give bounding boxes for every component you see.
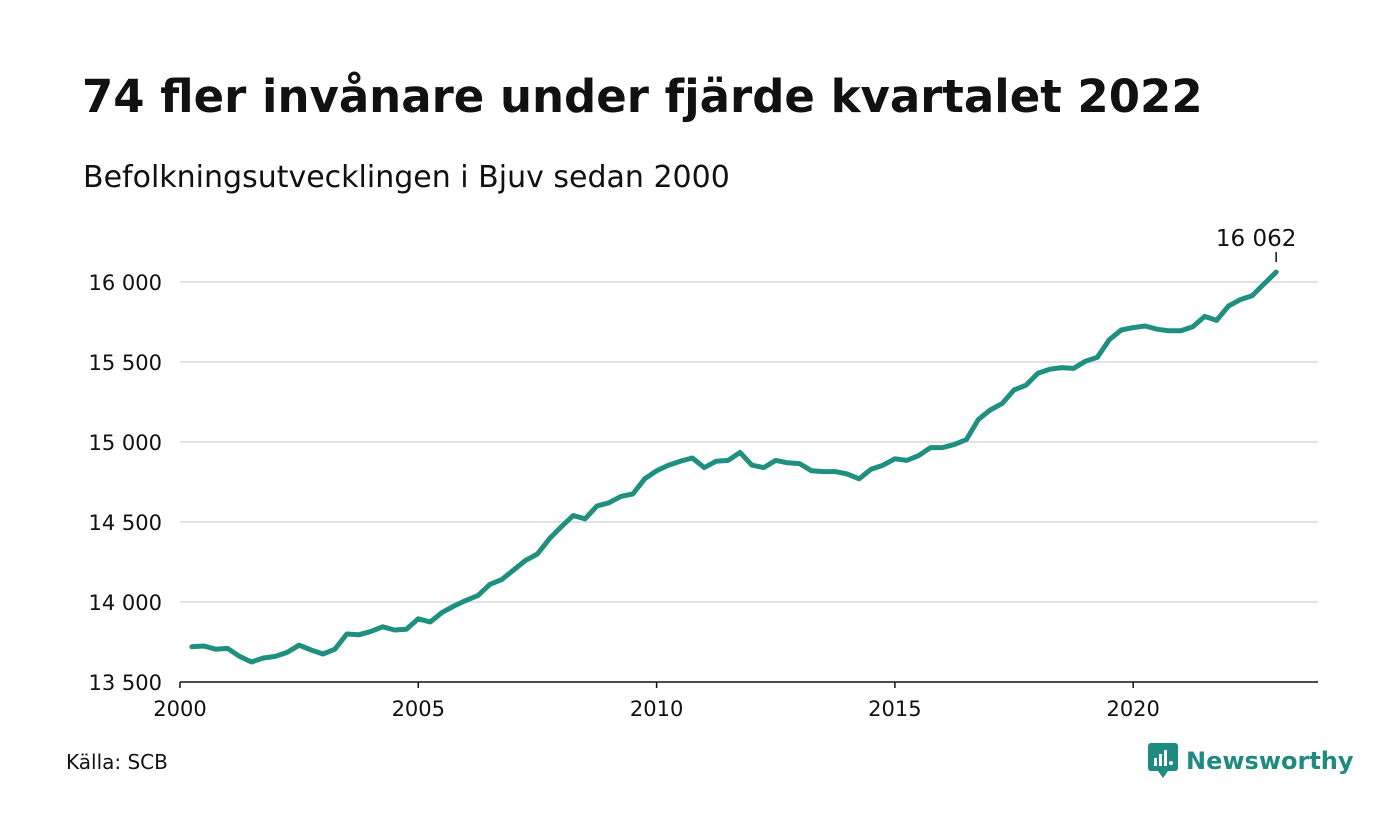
y-tick-label: 15 000 (89, 431, 162, 455)
annotation-layer: 16 062 (1216, 226, 1296, 263)
chart-title: 74 fler invånare under fjärde kvartalet … (82, 70, 1203, 123)
chart-subtitle: Befolkningsutvecklingen i Bjuv sedan 200… (83, 160, 730, 195)
x-tick-label: 2005 (392, 697, 445, 721)
x-axis: 2000 2005 2010 2015 2020 (153, 681, 1318, 721)
series-line (189, 269, 1279, 665)
brand-name: Newsworthy (1186, 747, 1354, 775)
source-note: Källa: SCB (66, 750, 168, 774)
y-tick-label: 14 500 (89, 511, 162, 535)
y-tick-label: 14 000 (89, 591, 162, 615)
y-tick-labels: 13 500 14 000 14 500 15 000 15 500 16 000 (89, 271, 162, 695)
brand-logo[interactable]: Newsworthy (1148, 743, 1354, 779)
y-tick-label: 15 500 (89, 351, 162, 375)
x-tick-label: 2010 (630, 697, 683, 721)
x-tick-label: 2015 (868, 697, 921, 721)
grid-lines (180, 281, 1318, 603)
y-tick-label: 16 000 (89, 271, 162, 295)
y-tick-label: 13 500 (89, 671, 162, 695)
series-layer (189, 269, 1279, 665)
x-tick-label: 2020 (1106, 697, 1159, 721)
last-value-label: 16 062 (1216, 226, 1296, 252)
x-tick-label: 2000 (153, 697, 206, 721)
newsworthy-logo-icon (1148, 743, 1178, 778)
